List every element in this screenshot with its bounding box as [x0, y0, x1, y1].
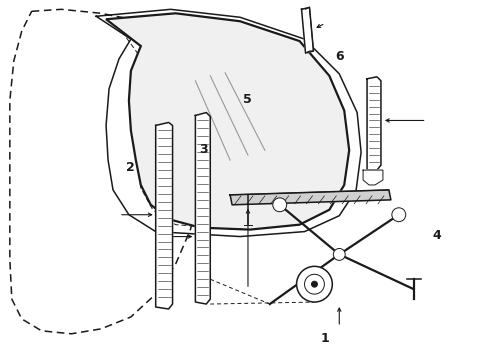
Polygon shape: [301, 7, 314, 53]
Text: 1: 1: [321, 333, 330, 346]
Text: 4: 4: [433, 229, 441, 242]
Circle shape: [392, 208, 406, 222]
Polygon shape: [367, 77, 381, 170]
Text: 5: 5: [243, 93, 252, 106]
Text: 3: 3: [199, 143, 208, 156]
Circle shape: [312, 281, 318, 287]
Circle shape: [333, 248, 345, 260]
Circle shape: [296, 266, 332, 302]
Text: 2: 2: [126, 161, 135, 174]
Text: 6: 6: [336, 50, 344, 63]
Polygon shape: [106, 13, 349, 230]
Polygon shape: [363, 170, 383, 185]
Polygon shape: [230, 190, 391, 205]
Polygon shape: [156, 122, 172, 309]
Circle shape: [273, 198, 287, 212]
Polygon shape: [196, 113, 210, 304]
